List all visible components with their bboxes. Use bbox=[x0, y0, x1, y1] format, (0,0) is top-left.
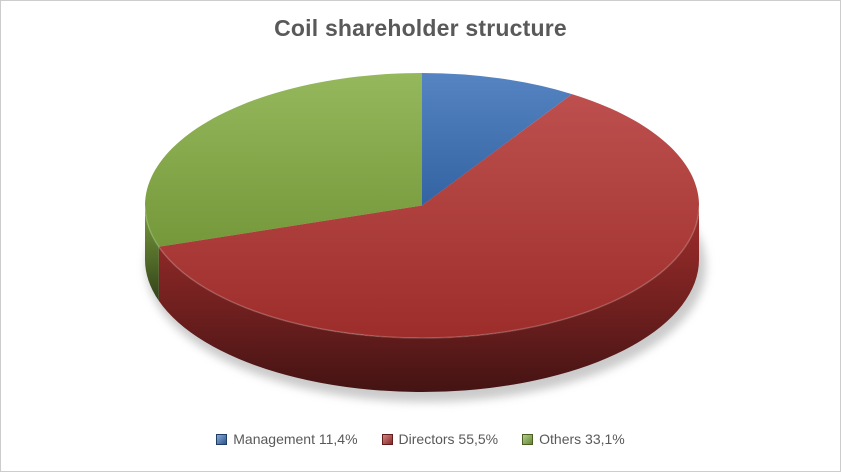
legend-key-others-icon bbox=[522, 433, 534, 445]
chart-legend: Management 11,4% Directors 55,5% Others … bbox=[0, 430, 841, 448]
pie-slice-side-others bbox=[145, 205, 159, 301]
pie-slice-management bbox=[422, 73, 572, 206]
legend-label-directors: Directors 55,5% bbox=[398, 431, 499, 447]
legend-label-management: Management 11,4% bbox=[233, 431, 358, 447]
legend-item-directors: Directors 55,5% bbox=[381, 430, 499, 448]
legend-label-others: Others 33,1% bbox=[539, 431, 625, 447]
pie-slice-side-directors bbox=[158, 205, 700, 392]
pie-rim-highlight bbox=[144, 205, 700, 339]
legend-item-management: Management 11,4% bbox=[216, 430, 358, 448]
legend-key-management-icon bbox=[216, 433, 228, 445]
legend-key-directors-icon bbox=[381, 433, 393, 445]
pie-slice-directors bbox=[158, 94, 700, 339]
chart-title: Coil shareholder structure bbox=[274, 15, 567, 41]
legend-item-others: Others 33,1% bbox=[522, 430, 625, 448]
pie-slice-others bbox=[145, 73, 422, 247]
